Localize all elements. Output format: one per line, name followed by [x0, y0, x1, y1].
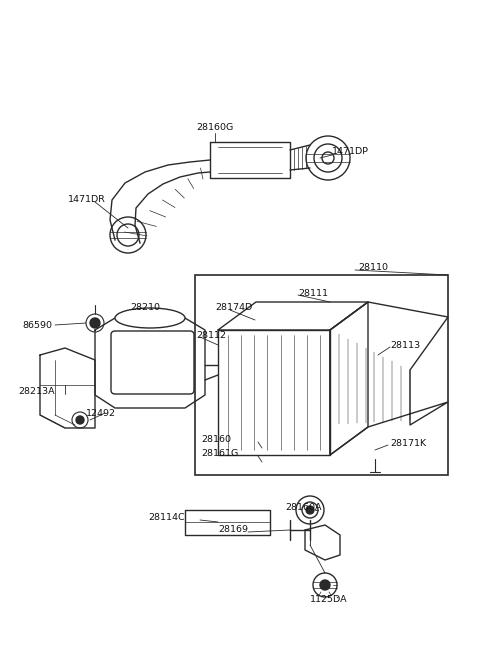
Text: 28110: 28110: [358, 264, 388, 272]
Text: 12492: 12492: [86, 409, 116, 417]
Circle shape: [371, 446, 379, 454]
Circle shape: [90, 318, 100, 328]
Text: 28113: 28113: [390, 340, 420, 350]
Text: 28171K: 28171K: [390, 438, 426, 447]
FancyBboxPatch shape: [111, 331, 194, 394]
Text: 28161G: 28161G: [201, 449, 238, 459]
Circle shape: [76, 416, 84, 424]
Circle shape: [251, 316, 259, 324]
Text: 28210: 28210: [130, 304, 160, 312]
Text: 28160: 28160: [201, 436, 231, 445]
Text: 86590: 86590: [22, 321, 52, 329]
Text: 1471DP: 1471DP: [332, 148, 369, 157]
Ellipse shape: [115, 308, 185, 328]
Text: 28114C: 28114C: [148, 514, 185, 522]
Text: 28160A: 28160A: [285, 504, 322, 512]
Text: 28174D: 28174D: [215, 304, 252, 312]
Circle shape: [257, 453, 267, 463]
Text: 28160G: 28160G: [196, 123, 234, 133]
Bar: [195, 275, 448, 475]
Circle shape: [320, 580, 330, 590]
Text: 28169: 28169: [218, 525, 248, 535]
Text: 28213A: 28213A: [18, 388, 55, 396]
Text: 1125DA: 1125DA: [310, 596, 348, 604]
Text: 28112: 28112: [196, 331, 226, 340]
Text: 28111: 28111: [298, 289, 328, 298]
Text: 1471DR: 1471DR: [68, 195, 106, 205]
Circle shape: [306, 506, 314, 514]
